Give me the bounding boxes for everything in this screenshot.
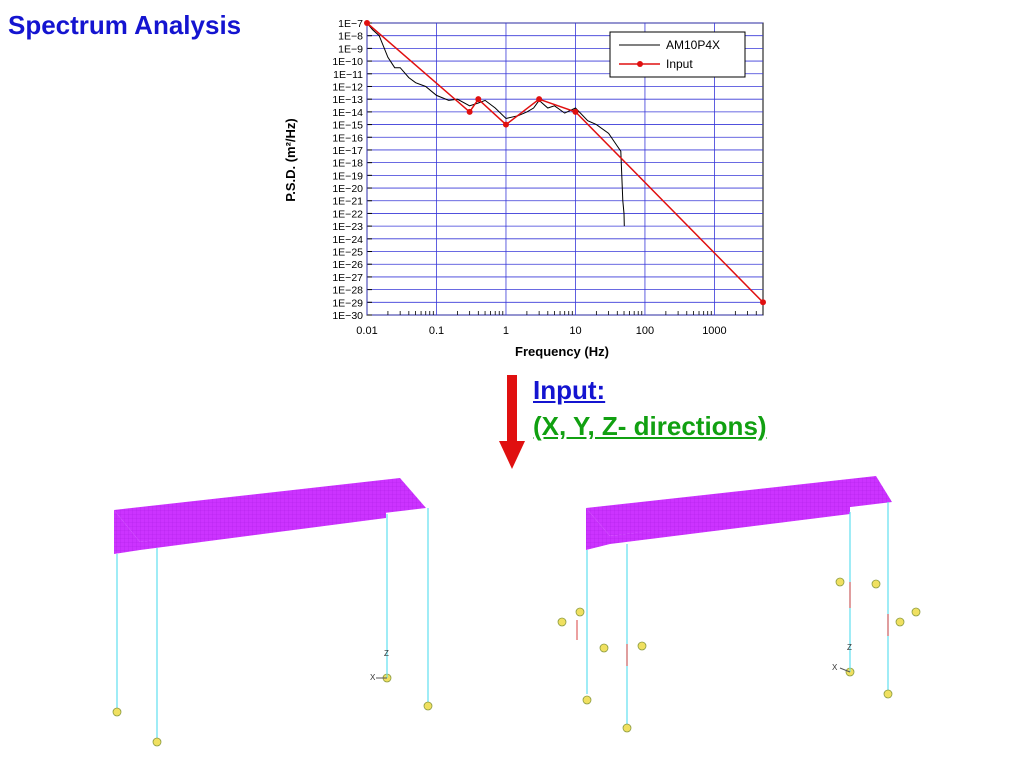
- y-tick-label: 1E−7: [338, 18, 363, 30]
- axis-x-label: X: [832, 663, 838, 672]
- support-symbols: [112, 673, 433, 747]
- data-point-input: [572, 108, 579, 115]
- axis-x-label: X: [370, 673, 376, 682]
- data-point-input: [502, 121, 509, 128]
- data-point-input: [760, 299, 766, 306]
- x-tick-label: 0.1: [429, 325, 444, 337]
- support-symbols: [557, 577, 921, 733]
- y-tick-label: 1E−17: [332, 145, 363, 157]
- series-layer: [364, 20, 766, 306]
- chart-legend: AM10P4X Input: [609, 31, 746, 78]
- psd-chart: 1E−71E−81E−91E−101E−111E−121E−131E−141E−…: [283, 18, 766, 359]
- y-tick-label: 1E−12: [332, 81, 363, 93]
- y-tick-label: 1E−24: [332, 234, 363, 246]
- y-tick-label: 1E−23: [332, 221, 363, 233]
- y-tick-label: 1E−25: [332, 247, 363, 259]
- y-tick-label: 1E−16: [332, 132, 363, 144]
- y-tick-label: 1E−11: [333, 69, 363, 81]
- y-tick-label: 1E−26: [332, 259, 363, 271]
- y-tick-label: 1E−21: [332, 196, 363, 208]
- x-tick-label: 1000: [702, 325, 726, 337]
- x-tick-label: 10: [569, 325, 581, 337]
- x-tick-label: 0.01: [356, 325, 377, 337]
- x-tick-label: 1: [503, 325, 509, 337]
- axis-z-label: Z: [384, 649, 389, 658]
- y-tick-label: 1E−30: [332, 310, 363, 322]
- local-axis-triad: X Z: [832, 643, 852, 673]
- y-tick-label: 1E−15: [332, 120, 363, 132]
- legend-marker-input: [637, 61, 643, 67]
- local-axis-triad: X Z: [370, 649, 389, 682]
- input-annotation: Input: (X, Y, Z- directions): [533, 372, 767, 444]
- y-tick-labels: 1E−71E−81E−91E−101E−111E−121E−131E−141E−…: [332, 18, 363, 322]
- data-point-input: [536, 96, 543, 103]
- series-line-am10p4x: [366, 22, 625, 227]
- y-tick-label: 1E−8: [338, 31, 363, 43]
- y-axis-label: P.S.D. (m²/Hz): [283, 118, 298, 202]
- y-tick-label: 1E−20: [332, 183, 363, 195]
- deck-underside: [610, 506, 850, 544]
- chart-grid: [366, 22, 764, 316]
- y-tick-label: 1E−22: [332, 208, 363, 220]
- y-tick-label: 1E−14: [332, 107, 363, 119]
- page-title: Spectrum Analysis: [8, 10, 242, 40]
- column-lines: [116, 508, 429, 738]
- deck-top: [586, 476, 892, 536]
- deck-underside: [140, 510, 386, 550]
- legend-label-am10p4x: AM10P4X: [666, 38, 720, 52]
- fe-model-right: X Z: [557, 476, 921, 733]
- y-tick-label: 1E−13: [332, 94, 363, 106]
- input-offset-members: [576, 582, 889, 666]
- annotation-line-2: (X, Y, Z- directions): [533, 411, 767, 441]
- y-tick-label: 1E−19: [332, 170, 363, 182]
- data-point-input: [466, 108, 473, 115]
- x-axis-label: Frequency (Hz): [515, 344, 609, 359]
- y-tick-label: 1E−28: [332, 285, 363, 297]
- y-tick-label: 1E−9: [338, 43, 363, 55]
- deck-top: [114, 478, 426, 542]
- axis-z-label: Z: [847, 643, 852, 652]
- y-tick-label: 1E−29: [332, 297, 363, 309]
- y-tick-label: 1E−27: [332, 272, 363, 284]
- x-tick-label: 100: [636, 325, 654, 337]
- data-point-input: [364, 20, 370, 26]
- y-tick-label: 1E−18: [332, 158, 363, 170]
- data-point-input: [475, 96, 482, 103]
- annotation-line-1: Input:: [533, 375, 606, 405]
- y-tick-label: 1E−10: [332, 56, 363, 68]
- deck-side: [586, 508, 610, 550]
- fe-model-left: X Z: [112, 478, 433, 747]
- x-tick-labels: 0.01 0.1 1 10 100 1000: [356, 325, 726, 337]
- down-arrow-icon: [499, 375, 525, 469]
- legend-label-input: Input: [666, 57, 693, 71]
- deck-side: [114, 510, 140, 554]
